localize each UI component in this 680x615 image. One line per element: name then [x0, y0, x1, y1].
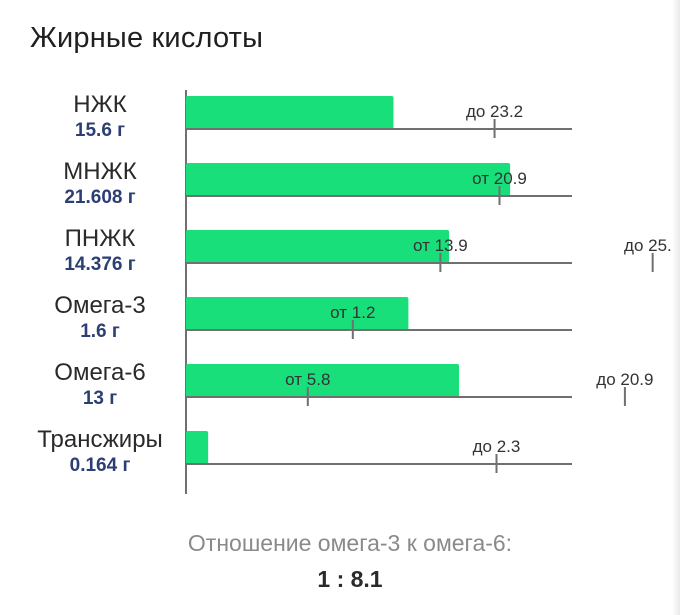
row-3-bar [186, 230, 450, 263]
card-title: Жирные кислоты [30, 22, 264, 54]
row-5-max-label: до 20.9 [596, 370, 653, 389]
row-6-max-label: до 2.3 [473, 437, 521, 456]
row-3-amount: 14.376 г [64, 254, 135, 275]
row-6-name: Трансжиры [37, 426, 163, 453]
row-1-max-label: до 23.2 [466, 102, 523, 121]
row-2-min-label: от 20.9 [472, 169, 527, 188]
row-6-amount: 0.164 г [70, 455, 131, 476]
row-2-name: МНЖК [63, 158, 136, 185]
row-1-name: НЖК [73, 91, 126, 118]
row-4-min-label: от 1.2 [330, 303, 375, 322]
row-5-min-label: от 5.8 [285, 370, 330, 389]
row-3-name: ПНЖК [65, 225, 136, 252]
row-3-max-label: до 25.5 [624, 236, 672, 255]
row-4-name: Омега-3 [54, 292, 145, 319]
row-4-amount: 1.6 г [80, 321, 120, 342]
ratio-label: Отношение омега-3 к омега-6: [187, 530, 513, 556]
row-5-amount: 13 г [83, 388, 117, 409]
row-5-bar [186, 364, 459, 397]
row-1-bar [186, 96, 394, 129]
row-3-min-label: от 13.9 [413, 236, 468, 255]
row-6-bar [186, 431, 209, 464]
card-edge-shadow [672, 0, 680, 615]
row-2-amount: 21.608 г [64, 187, 135, 208]
row-2-bar [186, 163, 511, 196]
row-5-name: Омега-6 [54, 359, 145, 386]
ratio-value: 1 : 8.1 [317, 566, 383, 592]
row-1-amount: 15.6 г [75, 120, 125, 141]
